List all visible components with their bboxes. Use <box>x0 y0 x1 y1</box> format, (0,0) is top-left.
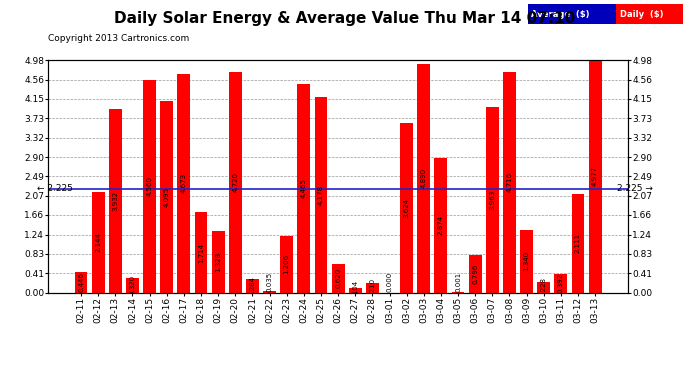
Bar <box>520 230 533 292</box>
Text: 0.620: 0.620 <box>335 268 341 288</box>
Bar <box>503 72 516 292</box>
Text: 0.392: 0.392 <box>558 273 564 293</box>
Text: 1.206: 1.206 <box>284 254 290 274</box>
Text: 0.000: 0.000 <box>386 272 393 292</box>
Bar <box>555 274 567 292</box>
Text: 2.144: 2.144 <box>95 232 101 252</box>
Bar <box>144 80 156 292</box>
Bar <box>109 109 121 292</box>
Bar <box>177 74 190 292</box>
Bar <box>538 282 550 292</box>
Bar <box>280 236 293 292</box>
Text: 4.890: 4.890 <box>421 168 427 188</box>
Text: Average  ($): Average ($) <box>531 10 589 18</box>
Text: 4.977: 4.977 <box>592 166 598 186</box>
Bar <box>212 231 224 292</box>
Text: 0.446: 0.446 <box>78 272 84 292</box>
Text: 3.932: 3.932 <box>112 190 119 211</box>
Bar <box>332 264 344 292</box>
Bar <box>263 291 276 292</box>
Text: 4.716: 4.716 <box>506 172 513 192</box>
Bar <box>229 72 242 292</box>
Bar <box>469 255 482 292</box>
Bar <box>160 101 173 292</box>
Text: 2.874: 2.874 <box>438 215 444 236</box>
Bar <box>417 64 430 292</box>
Text: 0.210: 0.210 <box>369 278 375 298</box>
Text: 1.328: 1.328 <box>215 251 221 272</box>
Text: 0.320: 0.320 <box>130 275 135 295</box>
Text: 4.560: 4.560 <box>146 176 152 196</box>
Bar <box>315 98 327 292</box>
Text: 0.035: 0.035 <box>266 272 273 292</box>
Text: 0.228: 0.228 <box>541 277 546 297</box>
Text: 0.796: 0.796 <box>472 264 478 284</box>
Bar <box>92 192 105 292</box>
Bar <box>589 60 602 292</box>
Text: 3.963: 3.963 <box>489 190 495 210</box>
Bar <box>435 158 447 292</box>
Bar <box>366 283 379 292</box>
Text: 2.225 →: 2.225 → <box>618 184 653 193</box>
Bar <box>246 279 259 292</box>
Text: Copyright 2013 Cartronics.com: Copyright 2013 Cartronics.com <box>48 34 190 43</box>
Text: 3.624: 3.624 <box>404 198 410 218</box>
Bar <box>75 272 88 292</box>
Text: Daily Solar Energy & Average Value Thu Mar 14 07:10: Daily Solar Energy & Average Value Thu M… <box>115 11 575 26</box>
Text: 4.673: 4.673 <box>181 173 187 194</box>
Bar <box>126 278 139 292</box>
Text: 4.465: 4.465 <box>301 178 307 198</box>
Text: 1.714: 1.714 <box>198 242 204 262</box>
Text: 4.178: 4.178 <box>318 185 324 205</box>
Bar <box>349 288 362 292</box>
Bar <box>486 108 499 292</box>
Text: 2.111: 2.111 <box>575 233 581 253</box>
Bar <box>400 123 413 292</box>
Text: 1.340: 1.340 <box>524 251 530 271</box>
Text: 0.001: 0.001 <box>455 272 461 292</box>
Bar <box>195 213 208 292</box>
Text: 4.720: 4.720 <box>233 172 238 192</box>
Text: Daily  ($): Daily ($) <box>620 10 663 18</box>
Text: 0.284: 0.284 <box>249 276 255 296</box>
Bar <box>571 194 584 292</box>
Text: 4.095: 4.095 <box>164 187 170 207</box>
Text: 0.104: 0.104 <box>352 280 358 300</box>
Text: ← 2.225: ← 2.225 <box>37 184 72 193</box>
Bar <box>297 84 310 292</box>
